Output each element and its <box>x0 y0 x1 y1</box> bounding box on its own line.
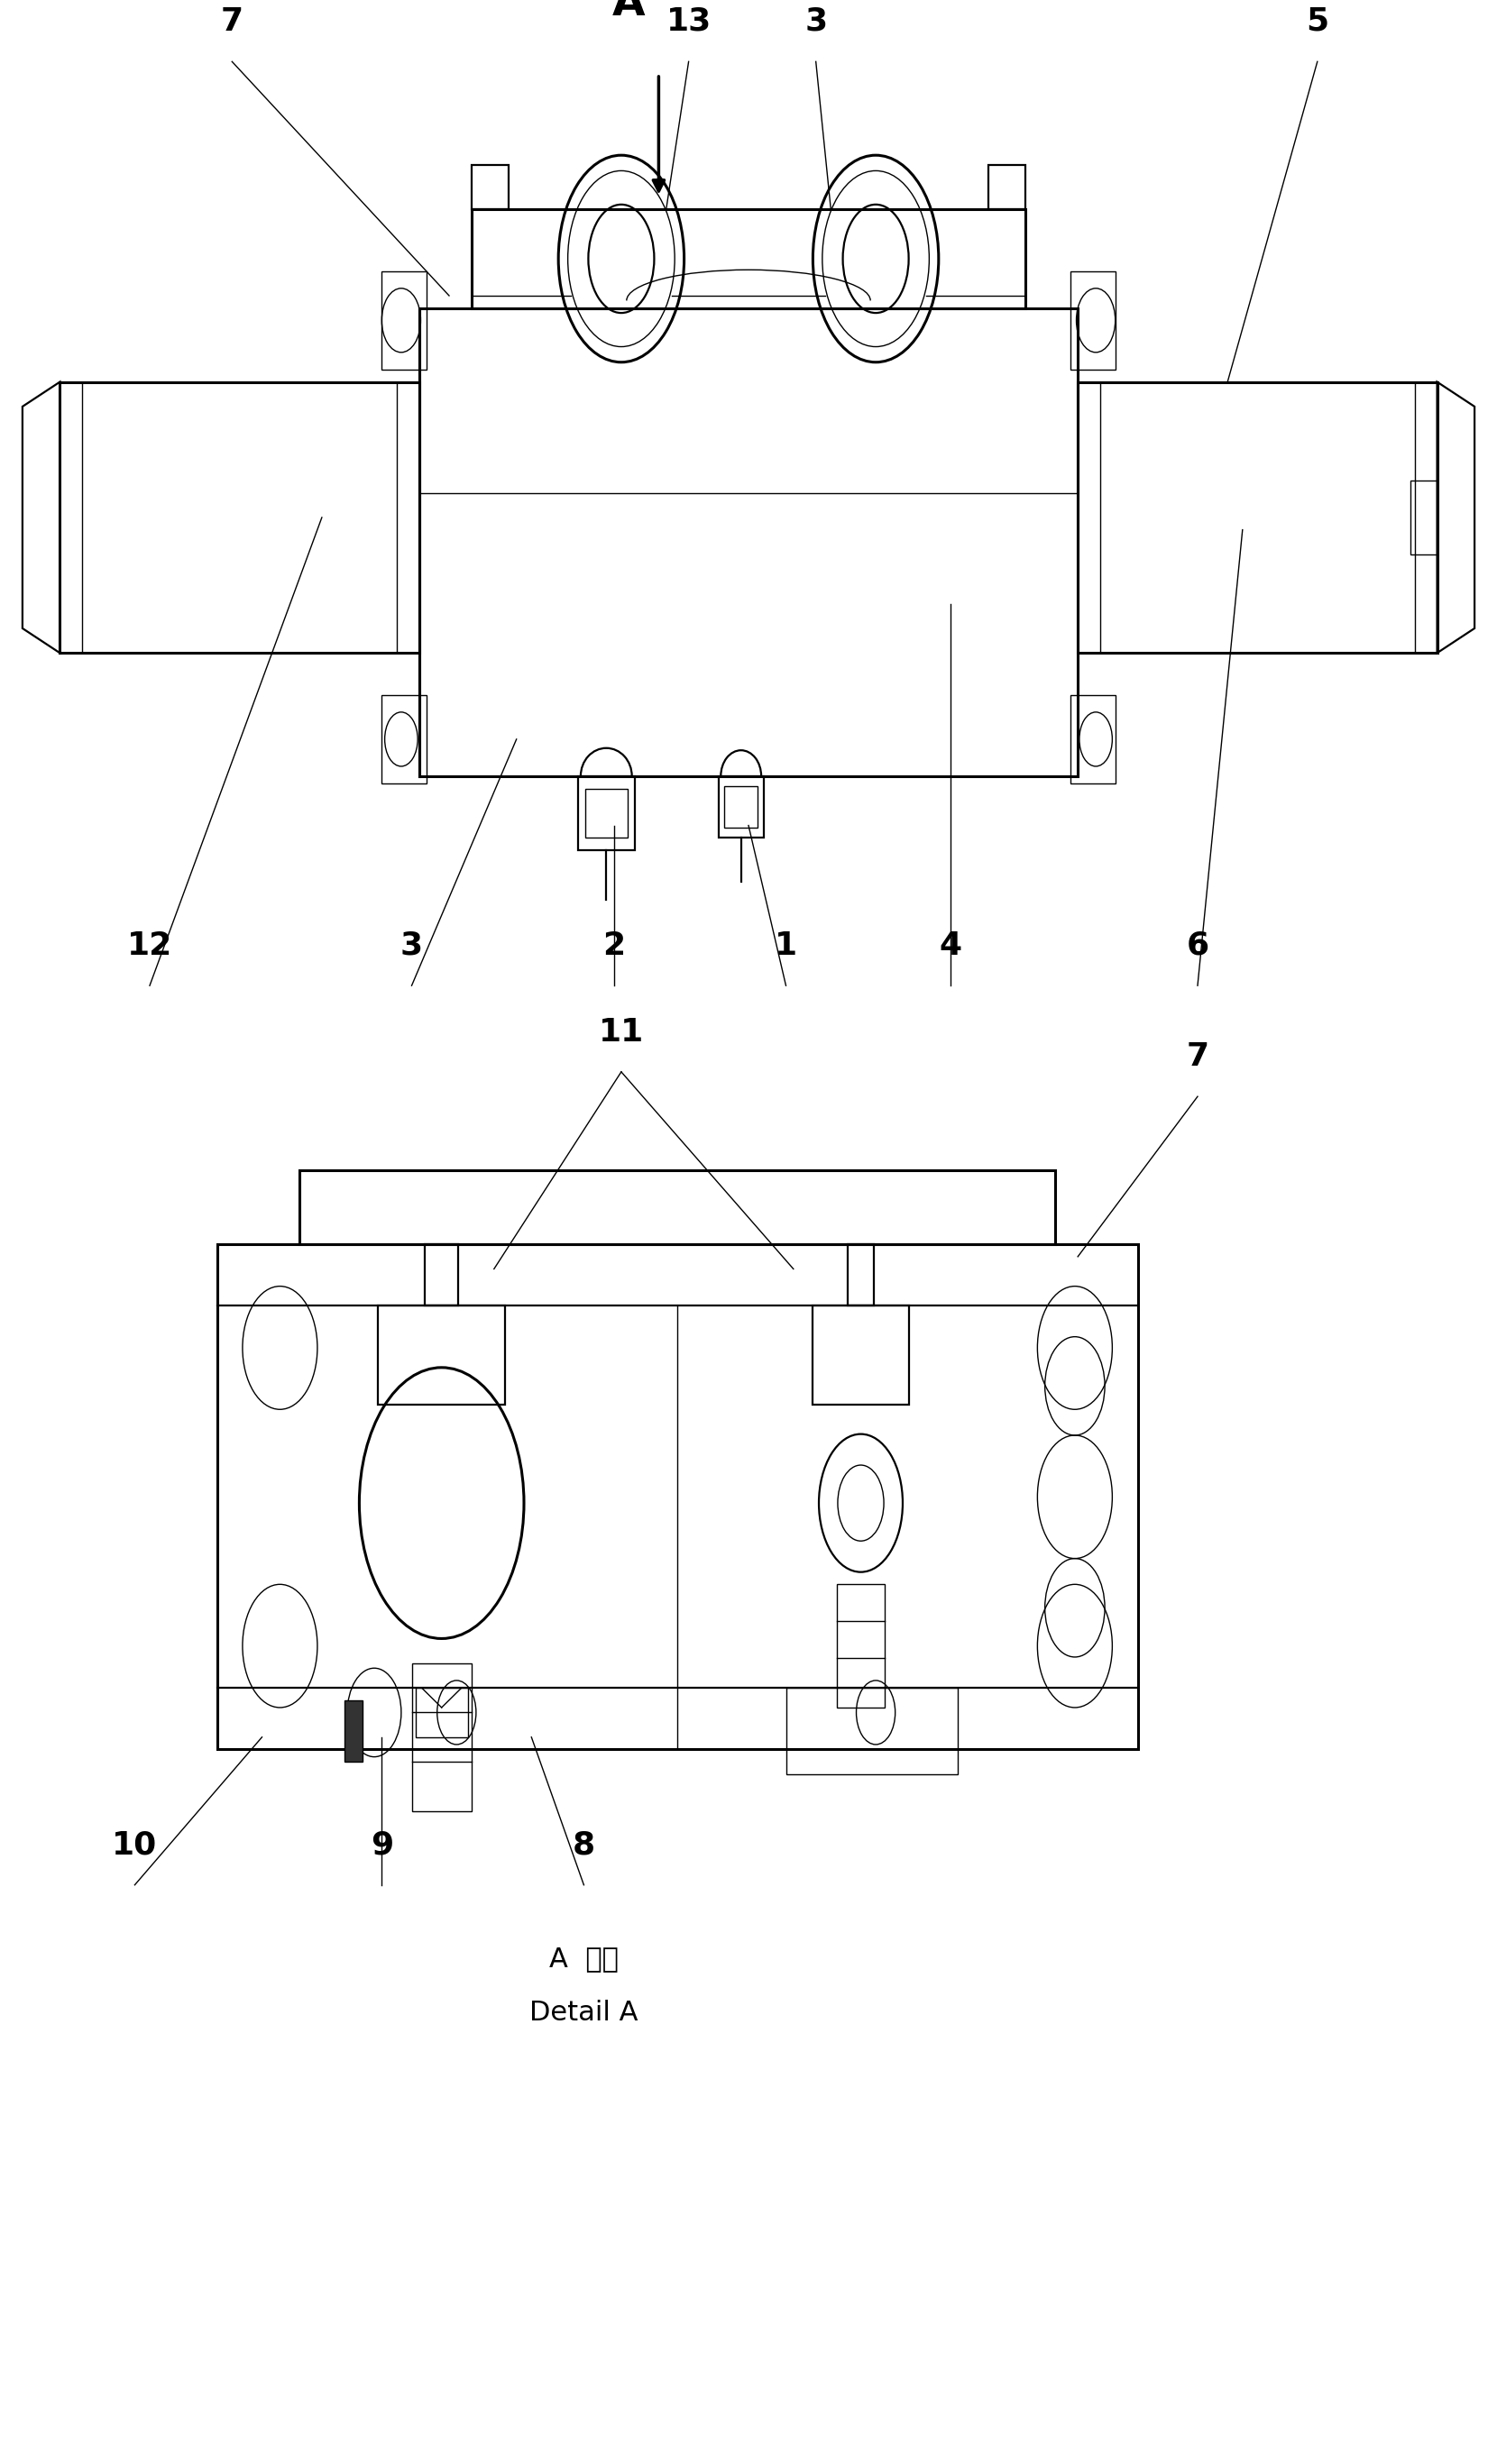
Text: 7: 7 <box>1186 1042 1210 1072</box>
Text: 11: 11 <box>599 1018 644 1047</box>
Text: Detail A: Detail A <box>530 2001 638 2025</box>
Text: 9: 9 <box>370 1831 394 1860</box>
Text: 1: 1 <box>774 931 798 961</box>
Text: 6: 6 <box>1186 931 1210 961</box>
Text: 3: 3 <box>400 931 424 961</box>
Text: 2: 2 <box>602 931 626 961</box>
Text: 4: 4 <box>939 931 963 961</box>
Text: A: A <box>612 0 645 25</box>
Text: 13: 13 <box>666 7 711 37</box>
Text: A  詳細: A 詳細 <box>549 1947 618 1971</box>
Text: 8: 8 <box>572 1831 596 1860</box>
Polygon shape <box>344 1700 362 1762</box>
Text: 10: 10 <box>112 1831 157 1860</box>
Text: 3: 3 <box>804 7 828 37</box>
Text: 7: 7 <box>220 7 244 37</box>
Text: 12: 12 <box>127 931 172 961</box>
Text: 5: 5 <box>1305 7 1329 37</box>
